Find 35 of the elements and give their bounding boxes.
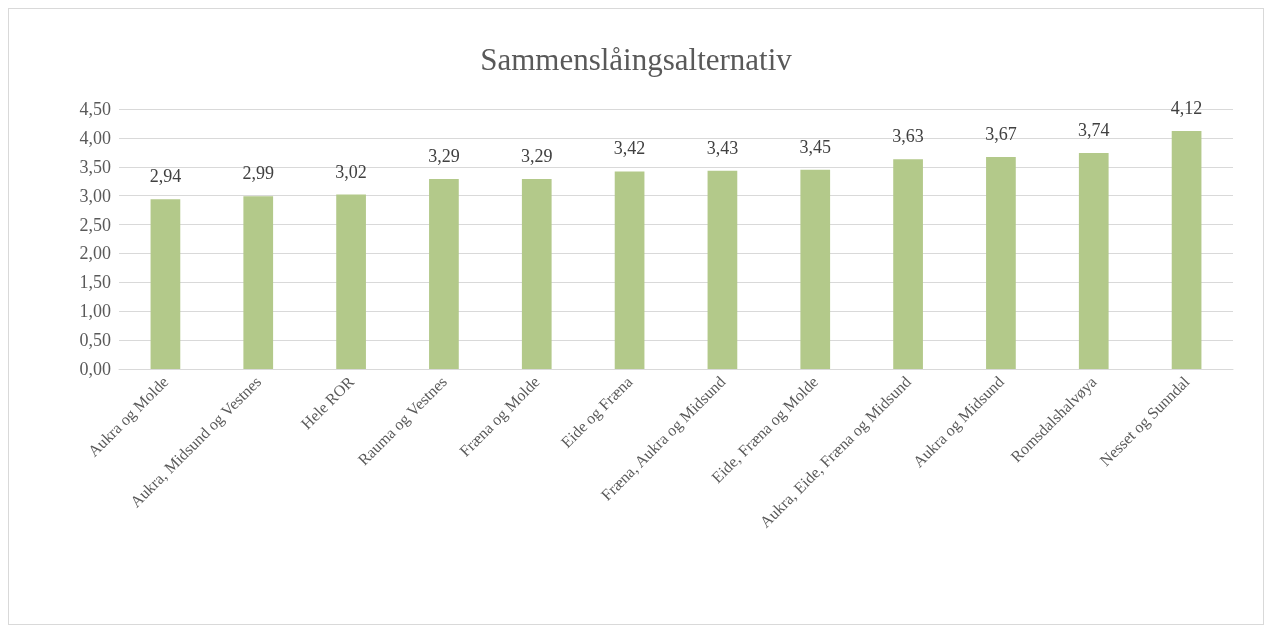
y-tick-label: 0,00 <box>79 359 111 379</box>
y-tick-label: 2,50 <box>79 214 111 235</box>
data-label: 2,99 <box>242 163 274 184</box>
data-label: 3,43 <box>706 137 739 158</box>
data-label: 3,63 <box>892 126 924 147</box>
y-tick-label: 2,00 <box>79 243 111 264</box>
y-tick-label: 4,50 <box>79 99 111 119</box>
data-label: 3,74 <box>1078 119 1110 140</box>
data-label: 4,12 <box>1170 97 1203 118</box>
data-label: 3,29 <box>521 145 553 166</box>
y-tick-label: 3,00 <box>79 185 111 206</box>
data-label: 3,67 <box>985 123 1017 144</box>
y-tick-label: 3,50 <box>79 156 111 177</box>
bar <box>1171 130 1202 369</box>
y-tick-label: 1,50 <box>79 272 111 293</box>
bar <box>800 169 831 369</box>
y-tick-label: 1,00 <box>79 301 111 322</box>
data-label: 3,29 <box>428 145 460 166</box>
data-label: 3,42 <box>613 138 646 159</box>
bar <box>243 196 274 369</box>
bar <box>150 199 181 369</box>
y-tick-label: 0,50 <box>79 330 111 351</box>
data-label: 2,94 <box>149 166 182 187</box>
bar <box>893 159 923 369</box>
bar <box>521 178 552 369</box>
chart-title: Sammenslåingsalternativ <box>480 42 793 77</box>
bar <box>336 194 366 369</box>
bar <box>614 171 645 369</box>
bar <box>429 178 459 369</box>
data-label: 3,02 <box>335 161 367 182</box>
bar <box>986 156 1016 369</box>
y-tick-label: 4,00 <box>79 127 111 148</box>
bar <box>1078 152 1109 369</box>
bar <box>707 170 738 369</box>
data-label: 3,45 <box>799 136 831 157</box>
